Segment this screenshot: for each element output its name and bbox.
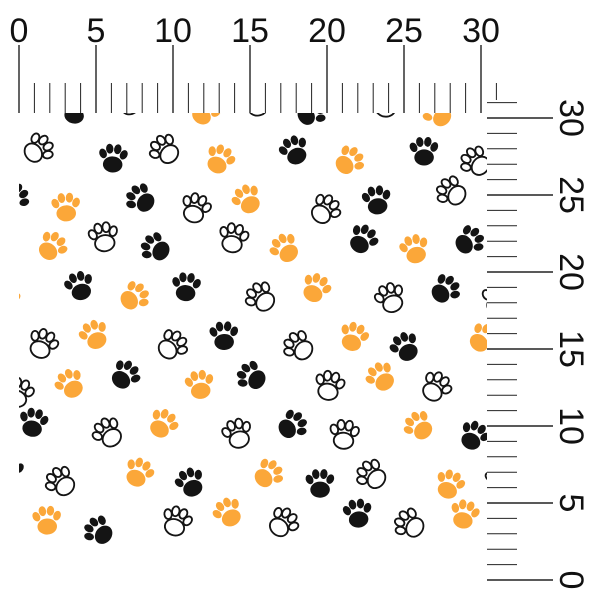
- top-ruler: 0 5 10 15 20 25 30: [0, 0, 600, 113]
- fabric-background: [19, 113, 487, 581]
- top-ruler-label: 25: [385, 12, 423, 50]
- top-ruler-label: 0: [10, 12, 29, 50]
- right-ruler-ticks: [487, 102, 553, 581]
- right-ruler-label: 5: [552, 494, 590, 513]
- right-ruler-label: 0: [552, 571, 590, 590]
- right-ruler-labels: 30 25 20 15 10 5 0: [552, 99, 590, 589]
- right-ruler-label: 25: [552, 176, 590, 214]
- top-ruler-label: 15: [231, 12, 269, 50]
- top-ruler-label: 30: [462, 12, 500, 50]
- top-ruler-labels: 0 5 10 15 20 25 30: [10, 12, 500, 50]
- top-ruler-label: 10: [154, 12, 192, 50]
- right-ruler-label: 10: [552, 407, 590, 445]
- top-ruler-label: 20: [308, 12, 346, 50]
- right-ruler-label: 15: [552, 330, 590, 368]
- fabric-swatch: [19, 113, 487, 581]
- right-ruler-label: 30: [552, 99, 590, 137]
- right-ruler: 30 25 20 15 10 5 0: [487, 99, 600, 600]
- right-ruler-label: 20: [552, 253, 590, 291]
- top-ruler-label: 5: [87, 12, 106, 50]
